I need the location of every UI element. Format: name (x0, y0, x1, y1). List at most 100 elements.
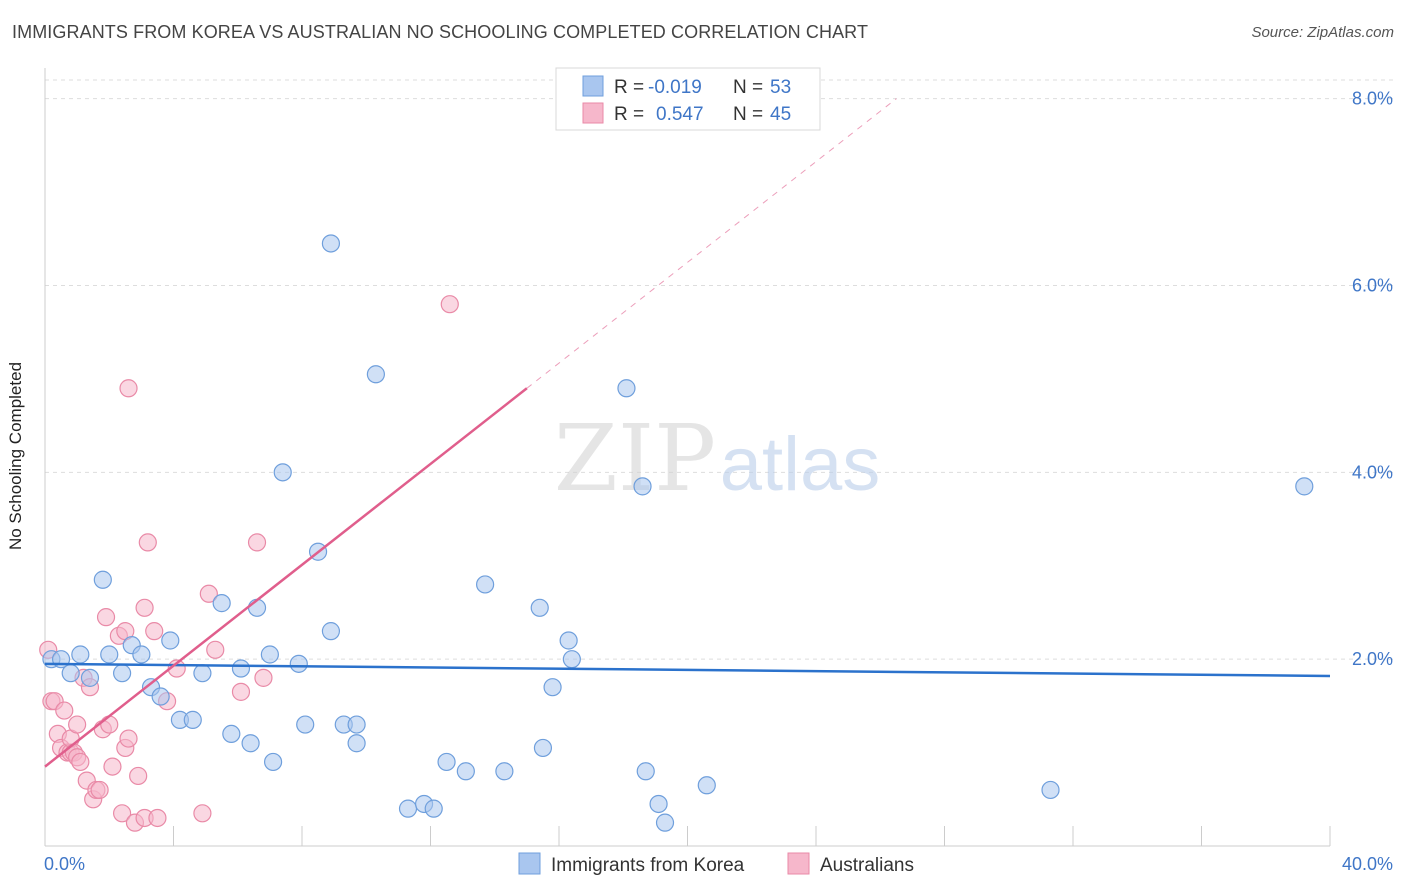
australians-point (68, 715, 87, 734)
y-tick-label: 8.0% (1352, 89, 1393, 109)
australians-point (138, 533, 157, 552)
australians-point (103, 757, 122, 776)
australians-point (112, 804, 132, 823)
x-tick-label-max: 40.0% (1342, 854, 1393, 874)
korea-point (1041, 780, 1060, 800)
korea-point (241, 734, 260, 753)
korea-point (424, 799, 443, 818)
korea-point (296, 715, 315, 734)
korea-point (71, 645, 90, 664)
korea-point (100, 645, 119, 664)
australians-point (206, 640, 225, 659)
korea-points (42, 234, 1314, 832)
korea-point (697, 776, 716, 795)
australians-point (100, 715, 119, 734)
korea-point (437, 752, 456, 772)
korea-point (1295, 477, 1314, 496)
y-tick-label: 6.0% (1352, 276, 1393, 296)
y-tick-label: 4.0% (1352, 462, 1393, 482)
korea-point (183, 710, 202, 729)
legend-r-label-australians: R = (614, 104, 644, 125)
korea-point (132, 645, 151, 664)
australians-point (440, 295, 459, 314)
australians-point (90, 780, 109, 800)
chart-title: IMMIGRANTS FROM KOREA VS AUSTRALIAN NO S… (12, 22, 869, 42)
legend-n-value-australians: 45 (770, 104, 791, 125)
australians-point (199, 584, 218, 603)
watermark: ZIP atlas (554, 405, 880, 512)
korea-point (543, 678, 562, 697)
bottom-legend-swatch-korea (518, 852, 541, 875)
korea-point (321, 234, 341, 253)
australians-trend-extension (526, 98, 897, 389)
korea-point (260, 645, 279, 664)
korea-point (366, 365, 385, 384)
bottom-legend-swatch-australians (787, 852, 810, 875)
legend-swatch-korea (582, 75, 604, 97)
korea-point (533, 738, 553, 758)
australians-trend-line (44, 387, 528, 768)
axis-layer: 2.0% 4.0% 6.0% 8.0% (44, 68, 1393, 847)
korea-point (321, 622, 341, 641)
korea-point (93, 570, 112, 589)
bottom-legend: Immigrants from Korea Australians (518, 852, 914, 876)
bottom-legend-label-australians: Australians (820, 855, 914, 876)
australians-point (55, 701, 74, 720)
legend-r-label-korea: R = (614, 77, 644, 98)
korea-point (61, 664, 80, 683)
legend-box: R = -0.019 N = 53 R = 0.547 N = 45 (555, 67, 821, 131)
australians-point (247, 533, 267, 552)
legend-swatch-australians (582, 102, 604, 124)
korea-point (649, 794, 668, 814)
y-tick-label: 2.0% (1352, 649, 1393, 669)
korea-point (636, 762, 655, 781)
korea-point (222, 724, 241, 744)
australians-point (148, 808, 167, 828)
korea-trend-line (44, 662, 1331, 678)
australians-point (71, 752, 90, 772)
legend-r-value-korea: -0.019 (648, 77, 702, 98)
korea-point (289, 654, 308, 673)
source-label: Source: ZipAtlas.com (1251, 24, 1394, 41)
korea-point (112, 664, 132, 683)
legend-r-value-australians: 0.547 (656, 104, 704, 125)
australians-point (119, 729, 138, 748)
australians-point (129, 766, 148, 786)
korea-point (80, 668, 100, 687)
korea-point (655, 813, 675, 832)
korea-point (530, 598, 549, 617)
legend-n-value-korea: 53 (770, 77, 791, 98)
legend-n-label-korea: N = (733, 77, 763, 98)
korea-point (495, 762, 514, 781)
korea-point (617, 379, 636, 398)
australians-point (135, 598, 154, 617)
korea-point (231, 659, 251, 678)
australians-point (254, 668, 273, 687)
x-tick-label-min: 0.0% (44, 854, 85, 874)
korea-point (161, 631, 180, 650)
korea-point (347, 715, 366, 734)
grid-layer (45, 79, 1393, 660)
korea-point (273, 463, 292, 482)
korea-point (562, 650, 581, 669)
korea-point (263, 752, 283, 772)
korea-point (456, 762, 475, 781)
bottom-legend-label-korea: Immigrants from Korea (551, 855, 745, 876)
korea-point (398, 799, 418, 818)
korea-point (476, 575, 495, 594)
korea-point (559, 631, 578, 650)
australians-point (193, 804, 212, 823)
trend-lines (44, 98, 1331, 768)
legend-n-label-australians: N = (733, 104, 763, 125)
korea-point (633, 477, 652, 496)
korea-point (151, 687, 170, 706)
korea-point (193, 664, 212, 683)
korea-point (212, 594, 231, 613)
australians-point (145, 622, 164, 641)
australians-point (231, 682, 251, 701)
watermark-atlas: atlas (720, 422, 881, 507)
australians-point (96, 608, 116, 627)
korea-point (347, 734, 366, 753)
korea-point (247, 598, 267, 617)
